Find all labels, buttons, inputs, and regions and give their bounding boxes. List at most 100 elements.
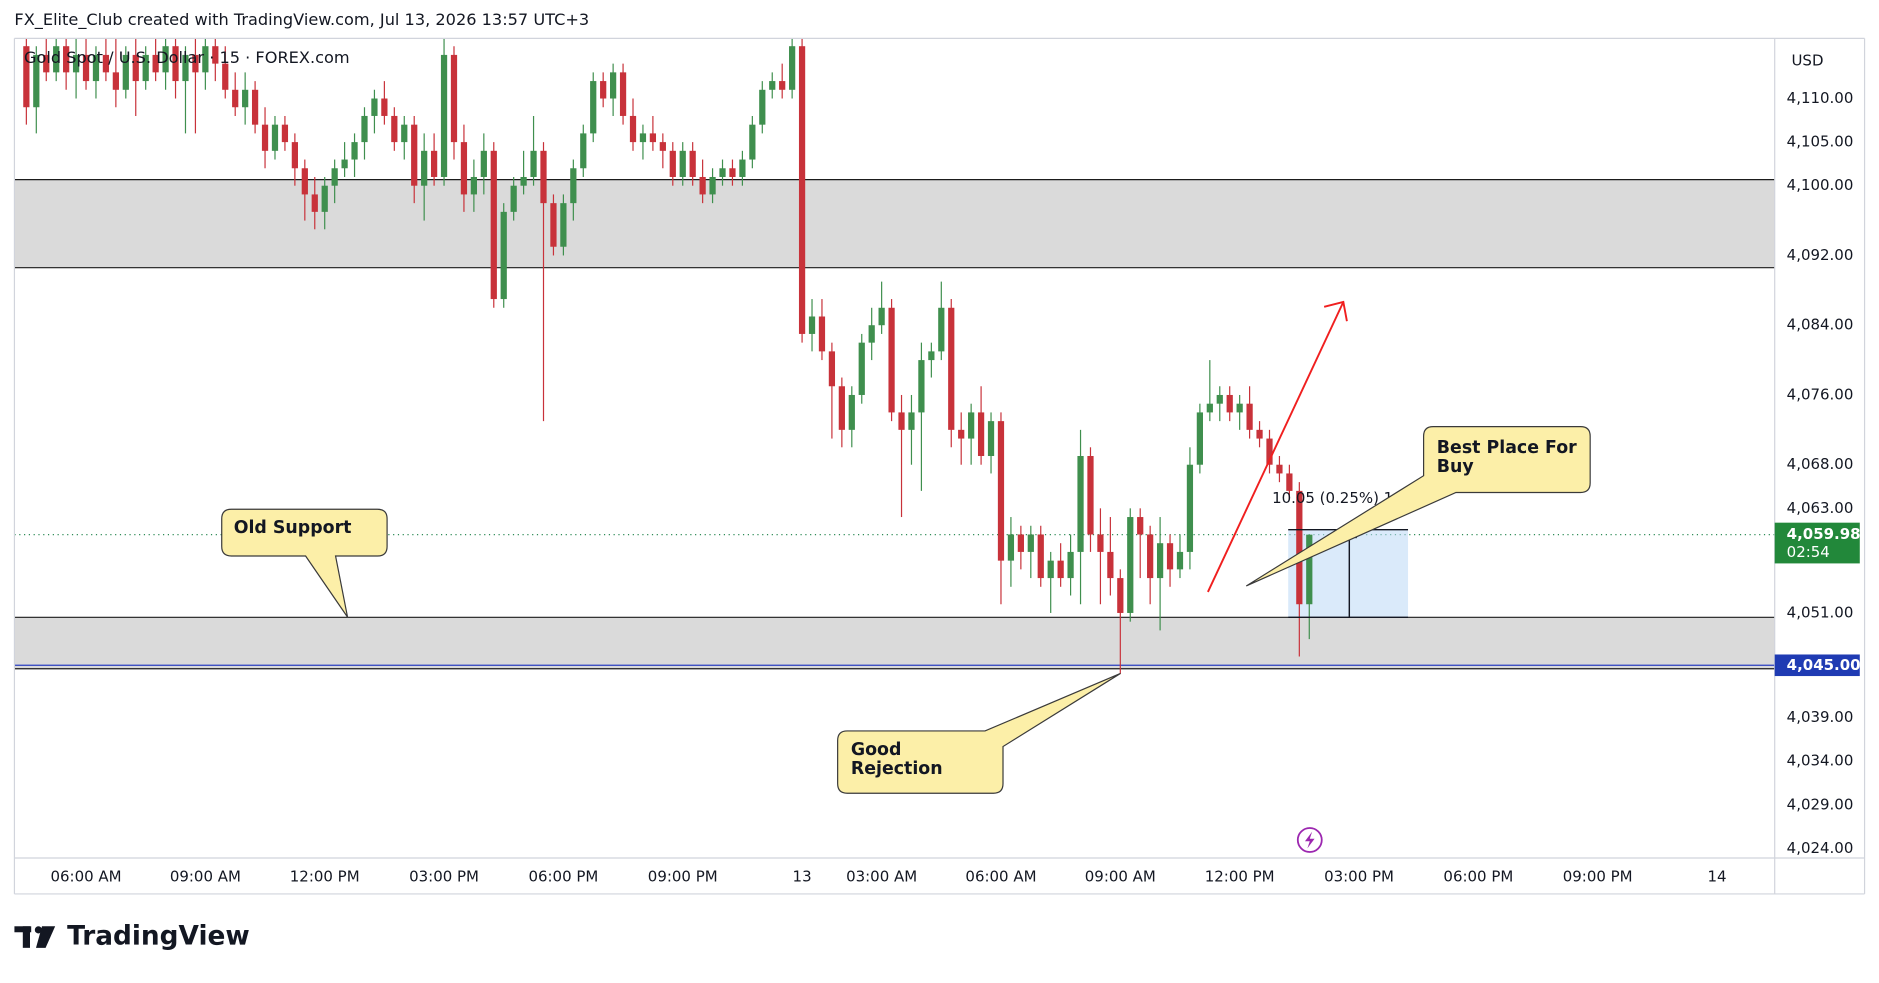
- candle-body: [142, 54, 149, 82]
- header-text: FX_Elite_Club created with TradingView.c…: [14, 10, 589, 30]
- candle-body: [132, 54, 139, 82]
- candle-body: [1266, 438, 1273, 465]
- candle-body: [421, 150, 428, 186]
- candle-body: [1166, 543, 1174, 570]
- candle-body: [152, 54, 159, 73]
- candle-body: [838, 386, 845, 430]
- callout: Good Rejection: [837, 672, 1121, 794]
- candle-body: [1226, 394, 1233, 413]
- candle-body: [779, 81, 786, 90]
- callout: Best Place For Buy: [1245, 425, 1591, 587]
- y-tick-label: 4,084.00: [1787, 316, 1854, 334]
- candle-body: [1057, 560, 1064, 579]
- x-tick-label: 09:00 PM: [1563, 868, 1633, 886]
- candle-body: [729, 168, 736, 177]
- candle-body: [769, 81, 776, 90]
- candle-body: [63, 46, 70, 73]
- candle-body: [172, 46, 179, 82]
- candle-body: [82, 54, 90, 82]
- candle-body: [1127, 517, 1134, 613]
- candle-body: [92, 54, 100, 82]
- candle-body: [182, 54, 189, 82]
- candle-body: [828, 351, 836, 387]
- candle-body: [789, 46, 796, 90]
- y-tick-label: 4,063.00: [1787, 499, 1854, 517]
- candle-body: [510, 185, 517, 212]
- x-tick-label: 06:00 AM: [965, 868, 1036, 886]
- candle-body: [251, 89, 259, 125]
- candle-body: [997, 421, 1005, 561]
- candle-body: [560, 203, 567, 247]
- candle-body: [1067, 551, 1074, 579]
- candle-body: [689, 150, 696, 177]
- candle-body: [1097, 534, 1104, 552]
- x-tick-label: 09:00 PM: [648, 868, 718, 886]
- symbol-title: Gold Spot / U.S. Dollar · 15 · FOREX.com: [24, 48, 350, 67]
- candle-body: [301, 168, 308, 195]
- candle-body: [242, 89, 249, 108]
- candle-body: [53, 46, 60, 73]
- candle-body: [1276, 464, 1283, 474]
- x-tick-label: 12:00 PM: [1205, 868, 1275, 886]
- candle-body: [550, 203, 557, 247]
- candle-body: [1027, 534, 1034, 552]
- candle-body: [987, 421, 995, 457]
- zone: [14, 617, 1775, 669]
- candle-body: [341, 159, 348, 169]
- x-tick-label: 09:00 AM: [170, 868, 241, 886]
- candle-body: [898, 412, 905, 430]
- candle-body: [798, 46, 806, 334]
- candle-body: [580, 133, 587, 169]
- candle-body: [470, 176, 478, 195]
- candle-body: [858, 342, 865, 395]
- y-tick-label: 4,100.00: [1787, 176, 1854, 194]
- candle-body: [619, 72, 627, 116]
- x-tick-label: 12:00 PM: [290, 868, 360, 886]
- candle-body: [977, 412, 985, 457]
- candle-body: [918, 360, 925, 413]
- callout-text: Best Place For Buy: [1436, 438, 1577, 477]
- y-tick-label: 4,105.00: [1787, 133, 1854, 151]
- candle-body: [908, 412, 915, 430]
- trend-arrow: [1207, 300, 1348, 593]
- brand-logo: [14, 926, 56, 948]
- candle-body: [222, 63, 229, 90]
- candle-body: [232, 89, 239, 108]
- candle-body: [102, 54, 110, 73]
- x-tick-label: 06:00 PM: [1443, 868, 1513, 886]
- candle-body: [629, 115, 637, 143]
- candle-body: [162, 46, 169, 73]
- candle-body: [192, 54, 199, 73]
- candle-body: [271, 124, 279, 151]
- candle-body: [1037, 534, 1044, 579]
- candle-body: [888, 307, 895, 413]
- candle-body: [739, 159, 746, 177]
- candle-body: [878, 307, 885, 326]
- alert-price-label: 4,045.00: [1787, 656, 1861, 674]
- candle-body: [202, 46, 209, 73]
- currency-label: USD: [1791, 52, 1823, 70]
- candle-body: [1256, 429, 1263, 439]
- candle-body: [570, 168, 577, 204]
- frame: [13, 37, 1866, 895]
- last-price-badge: [1774, 522, 1860, 564]
- x-tick-label: 03:00 AM: [846, 868, 917, 886]
- candle-body: [490, 150, 497, 300]
- candle-body: [1117, 578, 1124, 613]
- candle-body: [500, 211, 507, 300]
- event-icon[interactable]: [1296, 827, 1323, 853]
- candle-body: [212, 46, 219, 64]
- candle-body: [1196, 412, 1203, 465]
- candle-body: [311, 194, 318, 212]
- callout-text: Good Rejection: [850, 740, 943, 779]
- alert-price-badge: [1774, 654, 1860, 677]
- zone: [14, 179, 1775, 268]
- axes: 4,110.00 4,105.00 4,100.00 4,092.00 4,084.00…: [50, 89, 1860, 886]
- candle-body: [540, 150, 547, 204]
- candle-body: [958, 429, 965, 439]
- candle-body: [1236, 403, 1243, 413]
- candle-body: [610, 72, 617, 99]
- candle-body: [1077, 456, 1084, 552]
- candle-body: [430, 150, 438, 177]
